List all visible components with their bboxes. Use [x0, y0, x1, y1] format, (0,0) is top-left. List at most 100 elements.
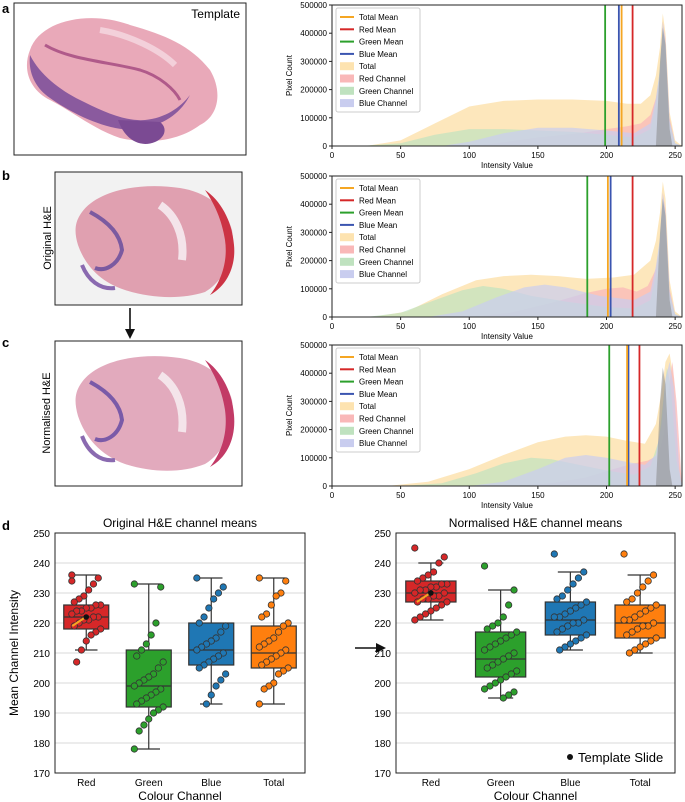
data-point — [631, 613, 639, 621]
data-point — [494, 619, 502, 627]
data-point — [94, 574, 102, 582]
data-point — [87, 631, 95, 639]
data-point — [561, 643, 569, 651]
data-point — [582, 598, 591, 606]
data-point — [488, 622, 497, 630]
data-point — [649, 571, 658, 579]
legend-label: Blue Channel — [359, 99, 407, 108]
chart-title: Original H&E channel means — [103, 516, 257, 530]
y-axis-label: Pixel Count — [285, 394, 294, 436]
data-point — [222, 622, 230, 630]
data-point — [486, 643, 494, 651]
data-point — [255, 700, 263, 708]
data-point — [510, 649, 518, 657]
data-point — [486, 682, 494, 690]
data-point — [130, 682, 138, 690]
data-point — [260, 685, 268, 693]
data-point — [130, 745, 138, 753]
data-point — [497, 676, 505, 684]
data-point — [628, 628, 636, 636]
data-point — [577, 601, 585, 609]
x-axis-label: Colour Channel — [494, 789, 577, 802]
y-tick-label: 200 — [33, 679, 50, 690]
data-point — [193, 646, 201, 654]
y-tick-label: 250 — [374, 529, 391, 540]
data-point — [135, 727, 143, 735]
data-point — [68, 571, 76, 579]
x-tick-label: 0 — [330, 322, 335, 331]
x-tick-label: 50 — [396, 491, 405, 500]
x-axis-label: Intensity Value — [481, 501, 533, 510]
y-tick-label: 200000 — [300, 426, 327, 435]
panel-label-b: b — [2, 168, 10, 183]
data-point — [210, 595, 218, 603]
template-pointer — [416, 593, 430, 603]
histogram-template: 0 50 100 150 200 250 0 100000 200000 300000 400000… — [285, 1, 683, 170]
legend-box — [335, 178, 421, 284]
x-tick-label: Red — [422, 778, 440, 789]
data-point — [255, 574, 263, 582]
data-point — [416, 586, 424, 594]
legend-label: Total Mean — [359, 13, 398, 22]
data-point — [628, 595, 636, 603]
data-point — [510, 586, 518, 594]
plot-frame — [331, 175, 683, 318]
data-point — [652, 601, 660, 609]
data-point — [483, 664, 491, 672]
panel-label-a: a — [2, 1, 10, 16]
data-point — [427, 607, 435, 615]
data-point — [644, 577, 652, 585]
legend-label: Blue Mean — [359, 390, 397, 399]
data-point — [499, 694, 507, 702]
x-tick-label: 200 — [600, 491, 614, 500]
data-point — [68, 610, 76, 618]
legend-swatch — [340, 439, 354, 448]
legend-marker — [567, 754, 573, 760]
data-point — [483, 625, 491, 633]
legend-label: Total — [359, 233, 376, 242]
legend-label: Red Mean — [359, 365, 396, 374]
data-point — [200, 613, 208, 621]
data-point — [140, 721, 148, 729]
data-point — [437, 580, 446, 588]
data-point — [649, 619, 658, 627]
legend-label: Green Mean — [359, 378, 403, 387]
y-tick-label: 300000 — [300, 228, 327, 237]
data-point — [147, 631, 155, 639]
y-tick-label: 400000 — [300, 369, 327, 378]
y-tick-label: 240 — [374, 559, 391, 570]
data-point — [641, 640, 650, 648]
legend-label: Red Mean — [359, 25, 396, 34]
legend-label: Green Mean — [359, 38, 403, 47]
y-tick-label: 500000 — [300, 1, 327, 10]
y-tick-label: 300000 — [300, 397, 327, 406]
data-point — [77, 646, 86, 654]
total-channel-area — [332, 13, 682, 146]
data-point — [157, 583, 165, 591]
y-tick-label: 0 — [323, 313, 328, 322]
data-point — [219, 583, 227, 591]
legend-label: Total Mean — [359, 353, 398, 362]
data-point — [195, 619, 203, 627]
template-image: Template — [13, 2, 247, 156]
data-point — [580, 616, 588, 624]
data-point — [488, 661, 497, 669]
plot-frame — [331, 4, 683, 147]
x-tick-label: 200 — [600, 322, 614, 331]
data-point — [569, 619, 577, 627]
legend-label: Total — [359, 402, 376, 411]
boxplot-normalised: 170 180 190 200 210 220 230 240 250 Red Green Blue T… — [374, 516, 676, 802]
x-tick-label: 250 — [668, 491, 682, 500]
data-point — [217, 676, 225, 684]
legend-label: Blue Mean — [359, 221, 397, 230]
y-tick-label: 250 — [33, 529, 50, 540]
x-tick-label: 0 — [330, 151, 335, 160]
data-point — [480, 562, 489, 570]
y-tick-label: 200000 — [300, 86, 327, 95]
x-tick-label: Total — [263, 778, 284, 789]
data-point — [574, 574, 583, 582]
total-channel-area — [332, 181, 682, 317]
legend-label: Total — [359, 62, 376, 71]
legend-swatch — [340, 402, 354, 411]
y-tick-label: 220 — [374, 619, 391, 630]
